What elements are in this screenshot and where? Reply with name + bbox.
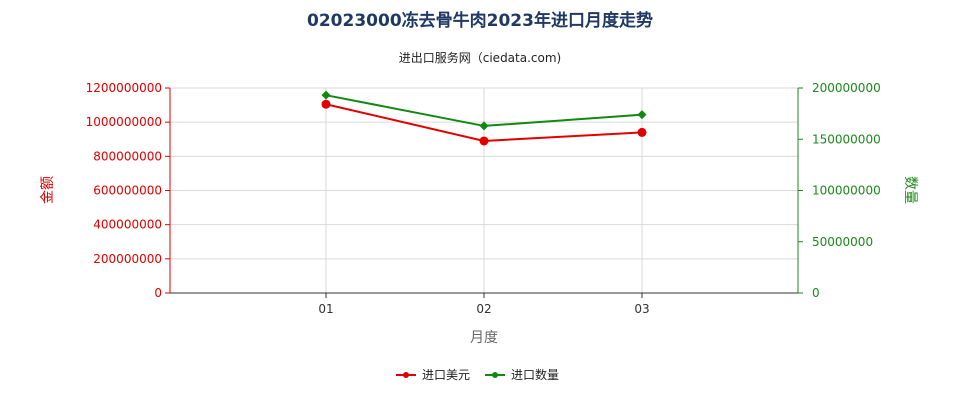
left-tick-label: 200000000 xyxy=(93,252,162,266)
legend-label-amount: 进口美元 xyxy=(422,368,470,382)
legend-label-quantity: 进口数量 xyxy=(511,367,559,382)
left-tick-label: 0 xyxy=(154,286,162,300)
chart-subtitle: 进出口服务网（ciedata.com) xyxy=(399,50,561,65)
legend-item-quantity[interactable]: 进口数量 xyxy=(485,367,559,382)
x-axis-title: 月度 xyxy=(470,330,498,346)
data-point-amount xyxy=(479,136,489,146)
x-tick-label: 01 xyxy=(318,302,333,316)
tick-labels: 0 200000000 400000000 600000000 800000000 100… xyxy=(86,81,881,316)
right-tick-label: 200000000 xyxy=(812,81,881,95)
x-tick-label: 02 xyxy=(476,302,491,316)
left-tick-label: 400000000 xyxy=(93,218,162,232)
right-tick-label: 100000000 xyxy=(812,184,881,198)
x-tick-label: 03 xyxy=(634,302,649,316)
grid-lines xyxy=(170,87,798,293)
left-tick-label: 600000000 xyxy=(93,184,162,198)
right-tick-label: 50000000 xyxy=(812,235,873,249)
legend-marker-quantity xyxy=(492,372,498,378)
y-axis-title-right: 数量 xyxy=(902,176,918,204)
axes xyxy=(165,87,803,298)
left-tick-label: 1000000000 xyxy=(86,115,162,129)
data-point-amount xyxy=(637,127,647,137)
left-tick-label: 1200000000 xyxy=(86,81,162,95)
data-point-quantity xyxy=(479,121,489,131)
series-lines xyxy=(321,90,647,146)
left-tick-label: 800000000 xyxy=(93,149,162,163)
legend: 进口美元 进口数量 xyxy=(396,367,559,382)
right-tick-label: 150000000 xyxy=(812,132,881,146)
right-tick-label: 0 xyxy=(812,286,820,300)
data-point-amount xyxy=(321,99,331,109)
legend-item-amount[interactable]: 进口美元 xyxy=(396,368,470,382)
y-axis-title-left: 金额 xyxy=(40,176,56,204)
chart-title: 02023000冻去骨牛肉2023年进口月度走势 xyxy=(307,10,653,31)
legend-marker-amount xyxy=(403,372,409,378)
data-point-quantity xyxy=(637,110,647,120)
data-point-quantity xyxy=(321,90,331,100)
